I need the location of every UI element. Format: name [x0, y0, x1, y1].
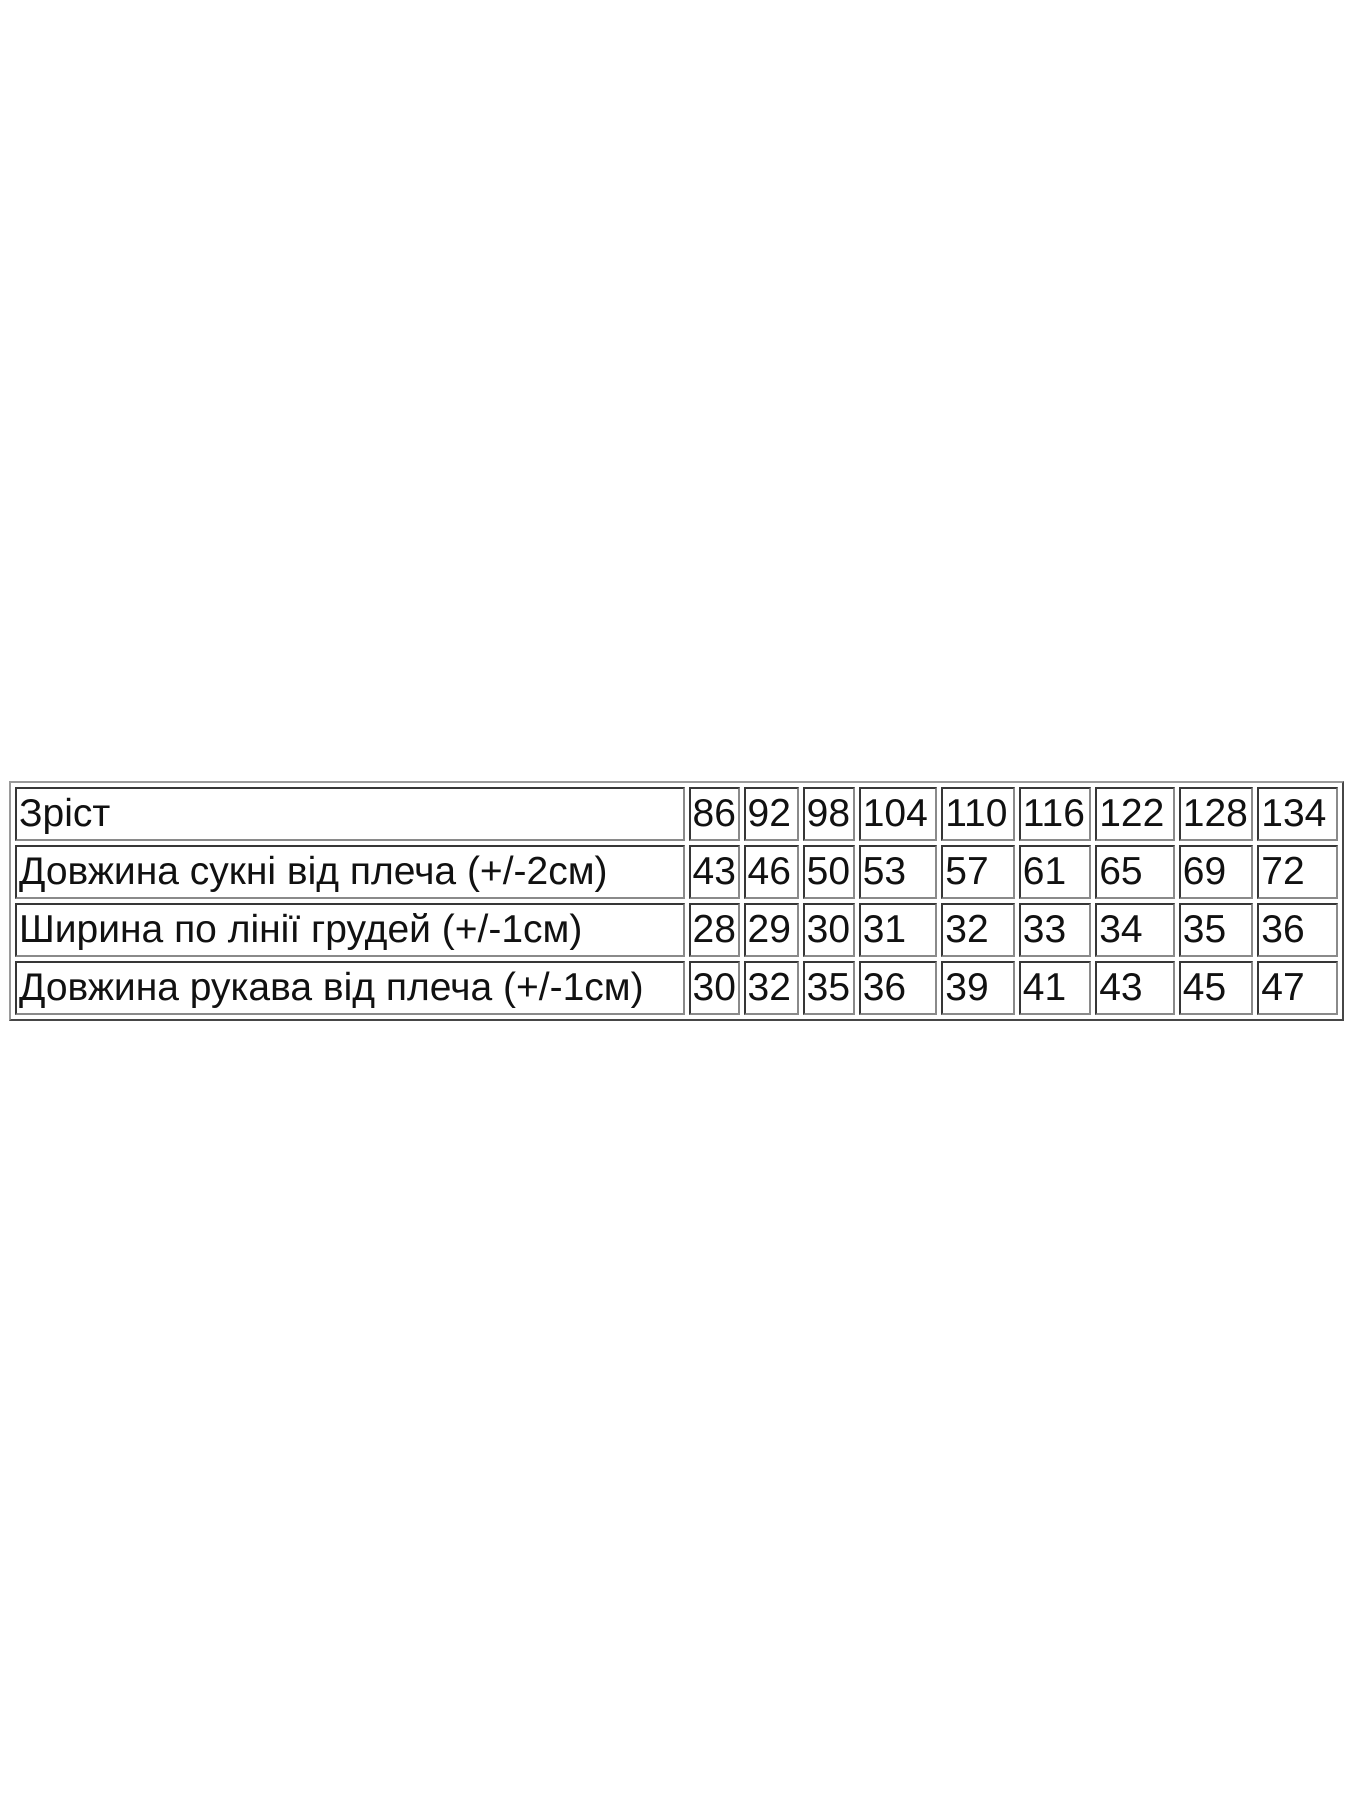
table-cell: 104 [858, 787, 938, 841]
table-cell: 45 [1178, 961, 1254, 1015]
row-label: Довжина рукава від плеча (+/-1см) [15, 961, 685, 1015]
table-cell: 122 [1095, 787, 1175, 841]
table-cell: 134 [1257, 787, 1338, 841]
table-cell: 53 [858, 845, 938, 899]
table-cell: 31 [858, 903, 938, 957]
table-cell: 36 [1257, 903, 1338, 957]
table-cell: 28 [688, 903, 740, 957]
row-label: Ширина по лінії грудей (+/-1см) [15, 903, 685, 957]
table-cell: 39 [941, 961, 1015, 1015]
table-cell: 69 [1178, 845, 1254, 899]
row-label: Зріст [15, 787, 685, 841]
table-cell: 50 [802, 845, 855, 899]
table-cell: 61 [1018, 845, 1092, 899]
table-cell: 46 [743, 845, 799, 899]
table-cell: 128 [1178, 787, 1254, 841]
table-cell: 36 [858, 961, 938, 1015]
table-cell: 47 [1257, 961, 1338, 1015]
size-chart-table: Зріст 86 92 98 104 110 116 122 128 134 Довжина сук… [9, 781, 1344, 1021]
table-cell: 57 [941, 845, 1015, 899]
table-cell: 35 [802, 961, 855, 1015]
row-label: Довжина сукні від плеча (+/-2см) [15, 845, 685, 899]
table-row: Довжина сукні від плеча (+/-2см) 43 46 50 53… [15, 845, 1338, 899]
table-cell: 72 [1257, 845, 1338, 899]
table-cell: 98 [802, 787, 855, 841]
table-row: Довжина рукава від плеча (+/-1см) 30 32 35 3… [15, 961, 1338, 1015]
table-cell: 43 [688, 845, 740, 899]
table-cell: 30 [802, 903, 855, 957]
table-cell: 86 [688, 787, 740, 841]
table-cell: 116 [1018, 787, 1092, 841]
table-cell: 30 [688, 961, 740, 1015]
table-cell: 35 [1178, 903, 1254, 957]
table-cell: 34 [1095, 903, 1175, 957]
table-cell: 29 [743, 903, 799, 957]
table-cell: 65 [1095, 845, 1175, 899]
table-row: Зріст 86 92 98 104 110 116 122 128 134 [15, 787, 1338, 841]
table-row: Ширина по лінії грудей (+/-1см) 28 29 30 31 3… [15, 903, 1338, 957]
table-cell: 92 [743, 787, 799, 841]
table-cell: 41 [1018, 961, 1092, 1015]
table-cell: 43 [1095, 961, 1175, 1015]
table-cell: 110 [941, 787, 1015, 841]
table-cell: 32 [941, 903, 1015, 957]
table-cell: 32 [743, 961, 799, 1015]
table-cell: 33 [1018, 903, 1092, 957]
